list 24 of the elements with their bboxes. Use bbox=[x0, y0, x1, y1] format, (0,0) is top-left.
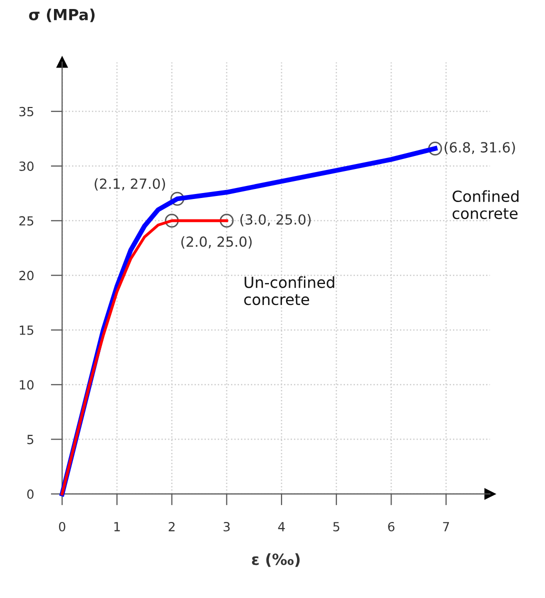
text: Un-confined concrete bbox=[244, 276, 334, 306]
annotation: (3.0, 25.0) bbox=[240, 214, 311, 226]
y-tick-label: 25 bbox=[19, 216, 34, 226]
annotation: (2.1, 27.0) bbox=[94, 178, 166, 191]
y-axis-title: σ (MPa) bbox=[29, 8, 95, 22]
x-tick-label: 3 bbox=[224, 522, 230, 532]
y-tick-label: 0 bbox=[27, 489, 34, 499]
y-tick-label: 5 bbox=[27, 434, 34, 444]
x-axis-title: ε (‰) bbox=[252, 553, 300, 567]
y-tick-label: 10 bbox=[20, 380, 34, 390]
y-tick-label: 35 bbox=[19, 106, 34, 116]
x-tick-label: 5 bbox=[333, 522, 340, 532]
x-tick-label: 0 bbox=[58, 522, 66, 532]
x-tick-label: 7 bbox=[443, 522, 449, 532]
x-tick-label: 1 bbox=[114, 522, 120, 532]
annotation: (2.0, 25.0) bbox=[181, 236, 252, 249]
y-tick-label: 30 bbox=[19, 162, 34, 171]
y-tick-label: 20 bbox=[19, 270, 34, 280]
x-tick-label: 2 bbox=[168, 522, 175, 532]
y-tick-label: 15 bbox=[20, 326, 34, 335]
x-tick-label: 6 bbox=[388, 522, 394, 532]
x-tick-label: 4 bbox=[278, 522, 285, 532]
text: Confined concrete bbox=[452, 190, 518, 220]
annotation: (6.8, 31.6) bbox=[444, 142, 515, 154]
